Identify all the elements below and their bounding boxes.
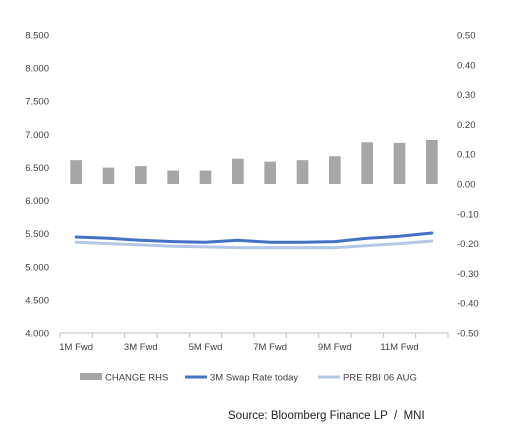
- right-axis-tick-label: 0.50: [457, 31, 476, 42]
- left-axis-tick-label: 8.500: [25, 31, 49, 42]
- x-axis-tick-label: 3M Fwd: [124, 342, 158, 353]
- right-axis-tick-label: 0.10: [457, 150, 476, 161]
- x-axis-tick-label: 1M Fwd: [59, 342, 93, 353]
- bar-change-rhs: [361, 142, 373, 184]
- bar-change-rhs: [199, 170, 212, 184]
- left-axis-tick-label: 5.500: [25, 229, 49, 240]
- legend-label: PRE RBI 06 AUG: [343, 373, 417, 384]
- bar-change-rhs: [102, 167, 115, 184]
- right-axis-tick-label: 0.40: [457, 60, 476, 71]
- right-axis-tick-label: 0.20: [457, 120, 476, 131]
- bar-change-rhs: [426, 139, 438, 184]
- legend-label: CHANGE RHS: [105, 373, 168, 384]
- left-axis-tick-label: 4.500: [25, 295, 49, 306]
- left-axis-tick-label: 8.000: [25, 64, 49, 75]
- left-axis-tick-label: 7.000: [25, 130, 49, 141]
- left-axis-tick-label: 6.000: [25, 196, 49, 207]
- legend-label: 3M Swap Rate today: [210, 373, 298, 384]
- x-axis-tick-label: 9M Fwd: [318, 342, 352, 353]
- bar-change-rhs: [393, 142, 406, 184]
- source-note: Source: Bloomberg Finance LP / MNI: [228, 410, 425, 422]
- bar-change-rhs: [329, 156, 341, 184]
- right-axis-tick-label: -0.40: [457, 299, 479, 310]
- line-pre-rbi: [74, 239, 434, 250]
- left-axis-tick-label: 5.000: [25, 262, 49, 273]
- left-axis-tick-label: 4.000: [25, 329, 49, 340]
- right-axis-tick-label: 0.00: [457, 180, 476, 191]
- x-axis-tick-label: 7M Fwd: [253, 342, 287, 353]
- right-axis-tick-label: -0.10: [457, 209, 479, 220]
- right-axis-tick-label: -0.20: [457, 239, 479, 250]
- bar-change-rhs: [232, 158, 244, 184]
- left-axis-tick-label: 7.500: [25, 97, 49, 108]
- bar-change-rhs: [70, 160, 82, 184]
- bar-change-rhs: [135, 166, 147, 184]
- bar-change-rhs: [167, 170, 179, 184]
- bar-change-rhs: [264, 161, 276, 184]
- right-axis-tick-label: 0.30: [457, 90, 476, 101]
- left-axis-tick-label: 6.500: [25, 163, 49, 174]
- x-axis-tick-label: 5M Fwd: [189, 342, 223, 353]
- chart: 4.000 4.500 5.000 5.500 6.000 6.500 7.000 7.500…: [25, 31, 479, 384]
- line-3m-swap-rate-today: [74, 231, 434, 244]
- legend-swatch-bar: [80, 373, 102, 380]
- x-axis-tick-label: 11M Fwd: [380, 342, 418, 353]
- right-axis-tick-label: -0.30: [457, 269, 479, 280]
- right-axis-tick-label: -0.50: [457, 329, 479, 340]
- bar-change-rhs: [296, 160, 309, 184]
